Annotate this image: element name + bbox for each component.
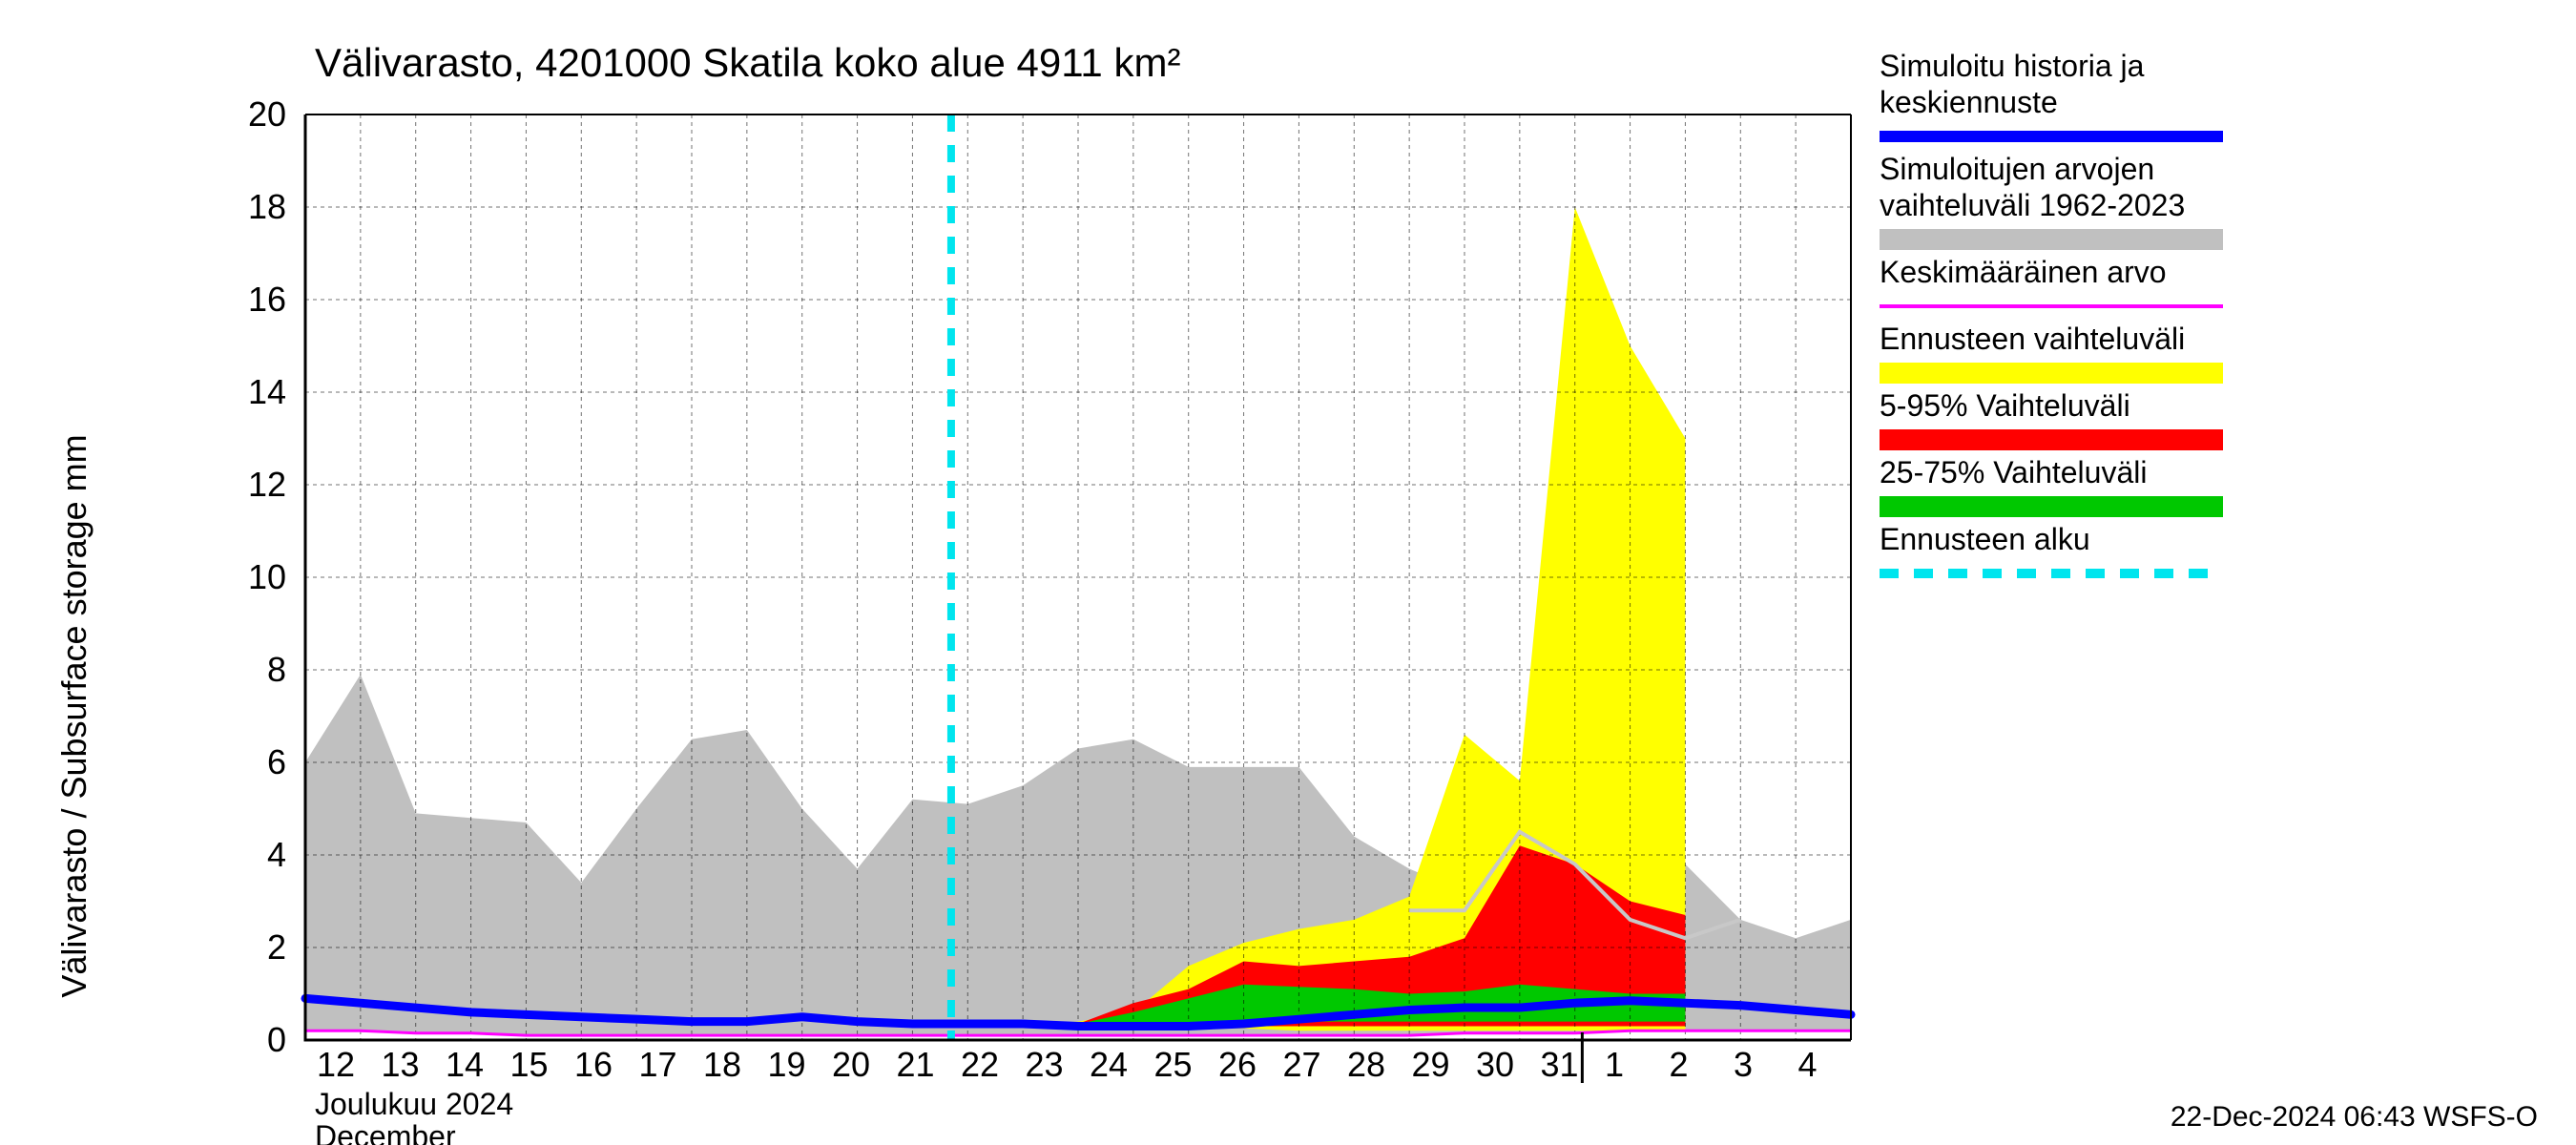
x-day-label: 12: [317, 1045, 355, 1084]
x-day-label: 24: [1090, 1045, 1128, 1084]
y-tick-label: 12: [248, 465, 286, 504]
y-tick-label: 0: [267, 1020, 286, 1059]
x-day-label: 3: [1734, 1045, 1753, 1084]
chart-footer: 22-Dec-2024 06:43 WSFS-O: [2171, 1101, 2538, 1133]
legend-label: 5-95% Vaihteluväli: [1880, 388, 2130, 423]
legend-label: Keskimääräinen arvo: [1880, 255, 2167, 289]
x-day-label: 13: [382, 1045, 420, 1084]
legend-label: keskiennuste: [1880, 85, 2058, 119]
legend-label: Ennusteen alku: [1880, 522, 2090, 556]
legend-swatch: [1880, 229, 2223, 250]
x-day-label: 19: [768, 1045, 806, 1084]
legend-label: Simuloitujen arvojen: [1880, 152, 2154, 186]
y-tick-label: 2: [267, 927, 286, 967]
legend-swatch: [1880, 496, 2223, 517]
y-tick-label: 20: [248, 94, 286, 134]
chart-svg: 0246810121416182012131415161718192021222…: [0, 0, 2576, 1145]
y-tick-label: 18: [248, 187, 286, 226]
x-day-label: 31: [1541, 1045, 1579, 1084]
chart-container: 0246810121416182012131415161718192021222…: [0, 0, 2576, 1145]
y-tick-label: 8: [267, 650, 286, 689]
x-day-label: 30: [1476, 1045, 1514, 1084]
legend-label: Simuloitu historia ja: [1880, 49, 2145, 83]
legend-label: Ennusteen vaihteluväli: [1880, 322, 2185, 356]
x-month-label-fi: Joulukuu 2024: [315, 1087, 513, 1121]
x-day-label: 2: [1670, 1045, 1689, 1084]
x-day-label: 14: [446, 1045, 484, 1084]
legend-label: 25-75% Vaihteluväli: [1880, 455, 2147, 489]
x-day-label: 23: [1026, 1045, 1064, 1084]
x-day-label: 29: [1412, 1045, 1450, 1084]
x-day-label: 18: [703, 1045, 741, 1084]
legend-swatch: [1880, 429, 2223, 450]
y-tick-label: 4: [267, 835, 286, 874]
y-tick-label: 10: [248, 557, 286, 596]
x-day-label: 1: [1605, 1045, 1624, 1084]
y-tick-label: 16: [248, 280, 286, 319]
x-day-label: 17: [639, 1045, 677, 1084]
x-day-label: 26: [1218, 1045, 1257, 1084]
x-day-label: 16: [574, 1045, 613, 1084]
y-tick-label: 14: [248, 372, 286, 411]
x-day-label: 28: [1347, 1045, 1385, 1084]
x-day-label: 22: [961, 1045, 999, 1084]
y-tick-label: 6: [267, 742, 286, 781]
legend-label: vaihteluväli 1962-2023: [1880, 188, 2185, 222]
x-day-label: 15: [510, 1045, 549, 1084]
x-day-label: 27: [1283, 1045, 1321, 1084]
chart-title: Välivarasto, 4201000 Skatila koko alue 4…: [315, 40, 1180, 85]
y-axis-label: Välivarasto / Subsurface storage mm: [54, 434, 93, 997]
x-day-label: 20: [832, 1045, 870, 1084]
x-day-label: 4: [1798, 1045, 1818, 1084]
legend-swatch: [1880, 363, 2223, 384]
x-day-label: 25: [1154, 1045, 1193, 1084]
x-month-label-en: December: [315, 1119, 456, 1145]
x-day-label: 21: [897, 1045, 935, 1084]
